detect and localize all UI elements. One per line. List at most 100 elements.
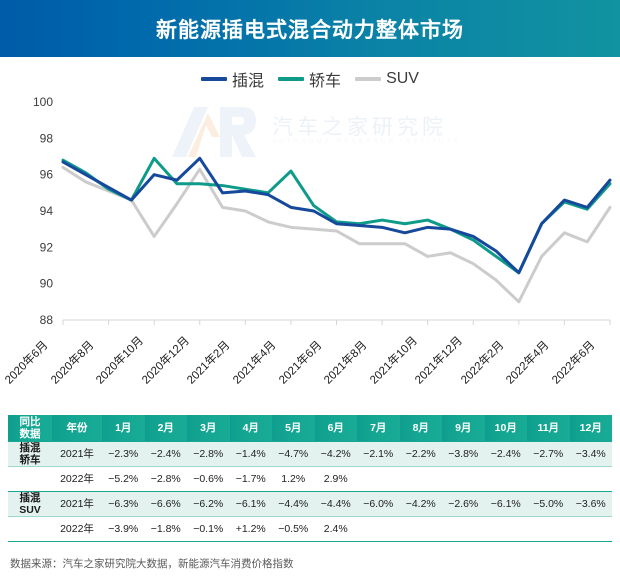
th-month-2: 3月 (187, 415, 230, 442)
table-cell-month-7: −4.2% (399, 491, 442, 517)
table-cell-month-3: +1.2% (229, 516, 272, 543)
th-month-1: 2月 (144, 415, 187, 442)
y-axis-tick-94: 94 (40, 204, 54, 218)
table-cell-month-10 (527, 516, 570, 543)
y-axis-tick-100: 100 (33, 95, 53, 109)
legend-label-0: 插混 (232, 73, 265, 90)
table-cell-month-8 (442, 516, 485, 543)
table-cell-month-4: −4.7% (272, 440, 315, 467)
table-cell-month-7: −2.2% (399, 440, 442, 467)
table-cell-month-11 (569, 466, 612, 492)
table-cell-month-6: −2.1% (357, 440, 400, 467)
th-month-4: 5月 (272, 415, 315, 442)
table-cell-month-10: −5.0% (527, 491, 570, 517)
table-cell-month-6: −6.0% (357, 491, 400, 517)
th-category-line2: 数据 (19, 428, 41, 440)
th-month-8: 9月 (442, 415, 485, 442)
table-cell-month-4: −0.5% (272, 516, 315, 543)
table-row: 2022年 −3.9% −1.8% −0.1% +1.2% −0.5% 2.4% (8, 516, 612, 543)
table-cell-month-4: −4.4% (272, 491, 315, 517)
x-axis-label-11: 2022年4月 (504, 339, 552, 387)
th-category-line1: 同比 (19, 415, 41, 428)
th-month-7: 8月 (399, 415, 442, 442)
table-cell-month-8: −2.6% (442, 491, 485, 517)
table-cell-month-8 (442, 466, 485, 492)
table-cell-month-1: −6.6% (144, 491, 187, 517)
table-cell-month-9 (484, 466, 527, 492)
table-cell-month-2: −2.8% (187, 440, 230, 467)
th-month-9: 10月 (484, 415, 527, 442)
table-cell-month-9: −2.4% (484, 440, 527, 467)
x-axis-label-3: 2020年12月 (139, 334, 192, 387)
comparison-table: 同比 数据 年份 1月 2月 3月 4月 5月 6月 7月 8月 9月 10月 … (8, 415, 612, 543)
y-axis-tick-98: 98 (40, 131, 54, 145)
table-cell-category (8, 516, 52, 543)
table-cell-year: 2022年 (52, 516, 102, 543)
table-cell-month-2: −0.1% (187, 516, 230, 543)
th-month-11: 12月 (569, 415, 612, 442)
table-cell-month-0: −3.9% (102, 516, 145, 543)
th-month-6: 7月 (357, 415, 400, 442)
series-line-SUV (61, 165, 612, 304)
table-row: 2022年 −5.2% −2.8% −0.6% −1.7% 1.2% 2.9% (8, 466, 612, 492)
x-axis-label-0: 2020年6月 (3, 339, 51, 387)
page-title: 新能源插电式混合动力整体市场 (156, 18, 464, 42)
table-cell-year: 2022年 (52, 466, 102, 492)
x-axis-label-6: 2021年6月 (276, 339, 324, 387)
table-cell-month-1: −2.8% (144, 466, 187, 492)
comparison-table-wrap: 同比 数据 年份 1月 2月 3月 4月 5月 6月 7月 8月 9月 10月 … (8, 415, 612, 543)
x-axis-label-12: 2022年6月 (550, 339, 598, 387)
th-category: 同比 数据 (8, 415, 52, 442)
y-axis-tick-92: 92 (40, 240, 54, 254)
th-month-10: 11月 (527, 415, 570, 442)
table-cell-month-3: −1.7% (229, 466, 272, 492)
line-swatch-icon (278, 77, 305, 81)
table-cell-month-0: −6.3% (102, 491, 145, 517)
th-month-3: 4月 (229, 415, 272, 442)
table-cell-month-5: 2.4% (314, 516, 357, 543)
table-cell-month-6 (357, 466, 400, 492)
table-header-row: 同比 数据 年份 1月 2月 3月 4月 5月 6月 7月 8月 9月 10月 … (8, 415, 612, 442)
table-cell-month-5: 2.9% (314, 466, 357, 492)
table-cell-month-8: −3.8% (442, 440, 485, 467)
table-cell-month-2: −0.6% (187, 466, 230, 492)
y-axis-tick-88: 88 (40, 313, 54, 327)
table-cell-category: 插混 SUV (8, 491, 52, 517)
table-cell-month-7 (399, 516, 442, 543)
table-cell-month-11: −3.6% (569, 491, 612, 517)
x-axis-labels: 2020年6月 2020年8月 2020年10月 2020年12月 2021年2月 202… (0, 330, 620, 410)
table-cell-category (8, 466, 52, 492)
legend-label-1: 轿车 (309, 73, 342, 90)
table-cell-month-2: −6.2% (187, 491, 230, 517)
table-cell-category: 插混 轿车 (8, 440, 52, 467)
table-cell-year: 2021年 (52, 491, 102, 517)
table-cell-month-10: −2.7% (527, 440, 570, 467)
x-axis-label-5: 2021年4月 (231, 339, 279, 387)
th-month-5: 6月 (314, 415, 357, 442)
table-cell-month-9: −6.1% (484, 491, 527, 517)
legend-item-2[interactable]: SUV (355, 70, 419, 88)
table-cell-month-1: −2.4% (144, 440, 187, 467)
line-swatch-icon (201, 77, 228, 81)
table-cell-month-11 (569, 516, 612, 543)
table-cell-month-3: −1.4% (229, 440, 272, 467)
page-header: 新能源插电式混合动力整体市场 (0, 0, 620, 57)
x-axis-label-7: 2021年8月 (322, 339, 370, 387)
y-axis-tick-96: 96 (40, 168, 54, 182)
legend-item-1[interactable]: 轿车 (278, 67, 341, 91)
table-cell-month-4: 1.2% (272, 466, 315, 492)
table-cell-month-10 (527, 466, 570, 492)
table-cell-month-9 (484, 516, 527, 543)
y-axis-tick-90: 90 (40, 277, 54, 291)
table-cell-month-3: −6.1% (229, 491, 272, 517)
table-body: 插混 轿车 2021年 −2.3% −2.4% −2.8% −1.4% −4.7% −4.2% −… (8, 440, 612, 543)
table-cell-month-0: −5.2% (102, 466, 145, 492)
series-line-插混 (61, 156, 612, 275)
table-cell-month-7 (399, 466, 442, 492)
th-year: 年份 (52, 415, 102, 442)
table-cell-month-0: −2.3% (102, 440, 145, 467)
legend-item-0[interactable]: 插混 (201, 67, 264, 91)
source-note: 数据来源：汽车之家研究院大数据，新能源汽车消费价格指数 (10, 558, 294, 570)
table-cell-year: 2021年 (52, 440, 102, 467)
chart-legend: 插混 轿车 SUV (0, 66, 620, 92)
